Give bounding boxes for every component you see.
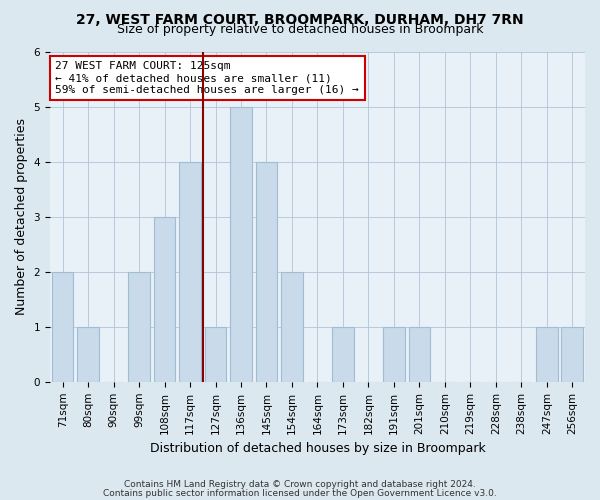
Bar — [77, 327, 99, 382]
Bar — [52, 272, 73, 382]
Bar — [128, 272, 150, 382]
Bar — [230, 106, 252, 382]
Bar — [179, 162, 201, 382]
X-axis label: Distribution of detached houses by size in Broompark: Distribution of detached houses by size … — [149, 442, 485, 455]
Bar — [281, 272, 303, 382]
Y-axis label: Number of detached properties: Number of detached properties — [15, 118, 28, 315]
Text: Size of property relative to detached houses in Broompark: Size of property relative to detached ho… — [117, 22, 483, 36]
Text: 27 WEST FARM COURT: 125sqm
← 41% of detached houses are smaller (11)
59% of semi: 27 WEST FARM COURT: 125sqm ← 41% of deta… — [55, 62, 359, 94]
Bar — [536, 327, 557, 382]
Text: Contains HM Land Registry data © Crown copyright and database right 2024.: Contains HM Land Registry data © Crown c… — [124, 480, 476, 489]
Bar — [205, 327, 226, 382]
Bar — [256, 162, 277, 382]
Bar — [409, 327, 430, 382]
Text: Contains public sector information licensed under the Open Government Licence v3: Contains public sector information licen… — [103, 489, 497, 498]
Bar — [562, 327, 583, 382]
Text: 27, WEST FARM COURT, BROOMPARK, DURHAM, DH7 7RN: 27, WEST FARM COURT, BROOMPARK, DURHAM, … — [76, 12, 524, 26]
Bar — [383, 327, 405, 382]
Bar — [154, 216, 175, 382]
Bar — [332, 327, 354, 382]
